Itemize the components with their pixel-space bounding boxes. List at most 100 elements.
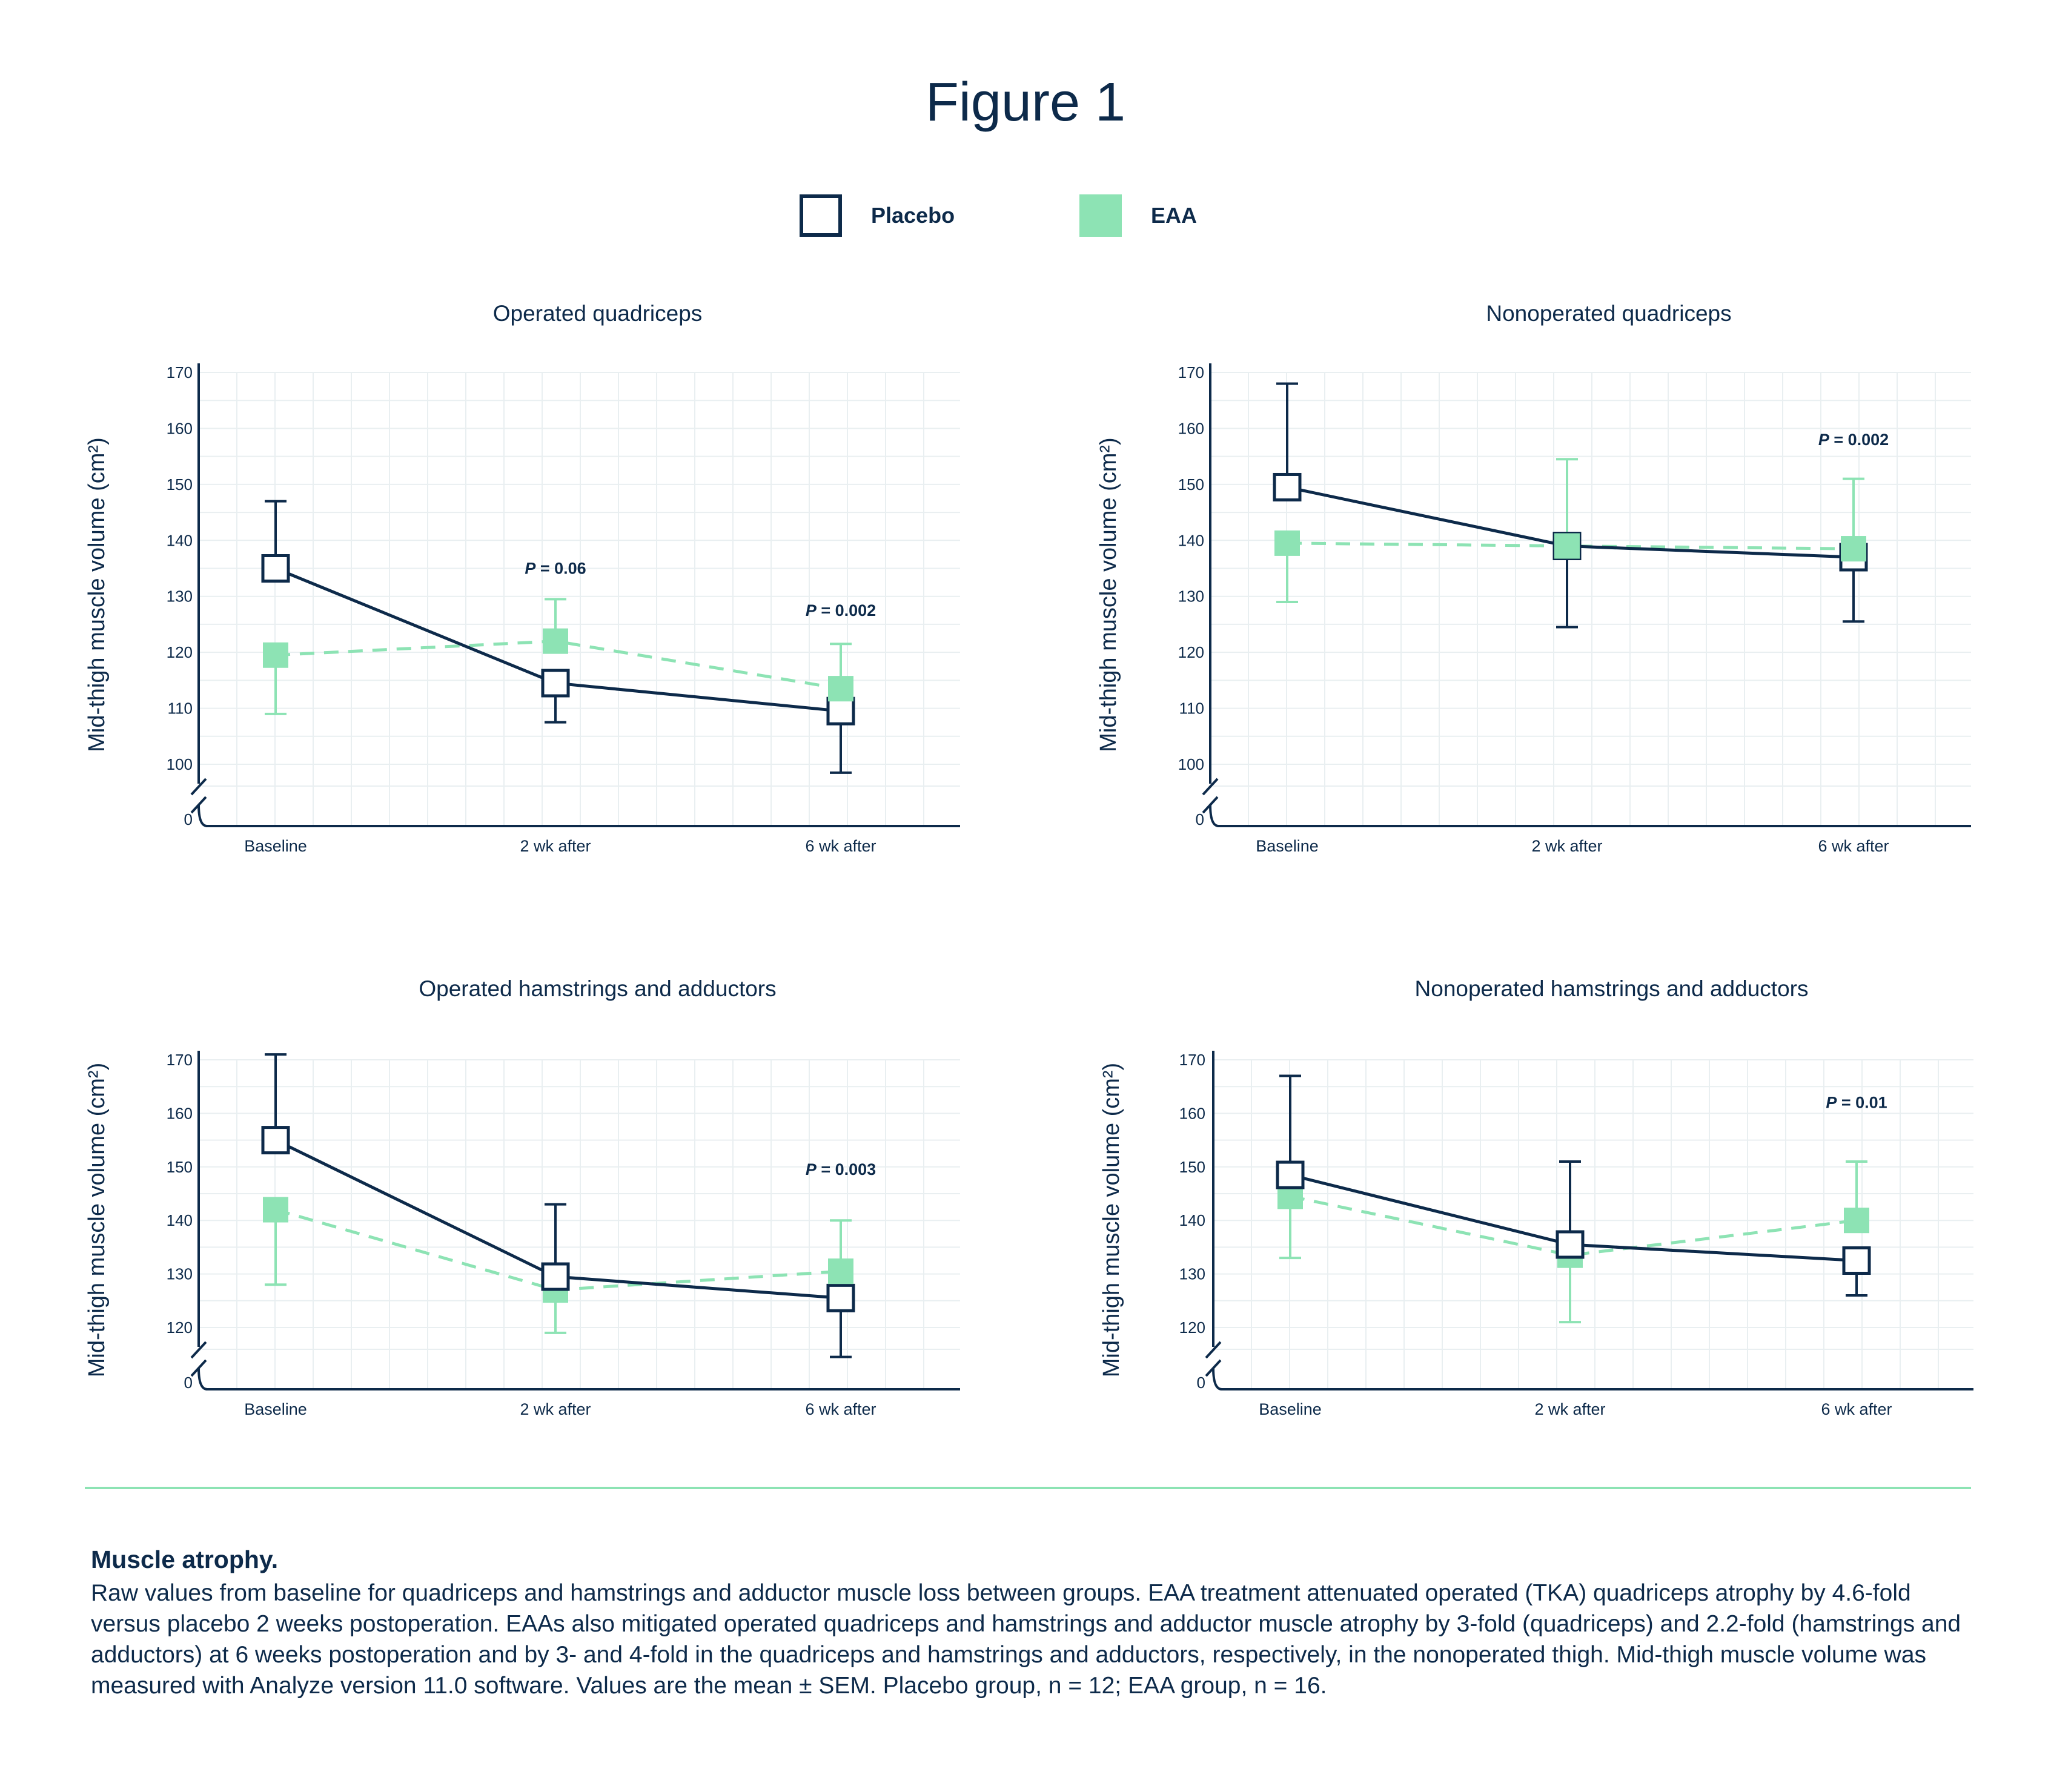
y-tick-label: 130 bbox=[1178, 587, 1204, 606]
y-tick-label: 140 bbox=[167, 1211, 193, 1229]
eaa-marker bbox=[543, 628, 568, 654]
y-tick-label: 150 bbox=[167, 475, 193, 494]
y-tick-label: 170 bbox=[1179, 1051, 1205, 1069]
y-tick-label: 140 bbox=[1178, 531, 1204, 549]
eaa-swatch-icon bbox=[1079, 194, 1122, 237]
eaa-marker bbox=[1274, 530, 1300, 556]
axis-break-mark bbox=[190, 778, 207, 796]
p-value-annotation: P = 0.003 bbox=[806, 1160, 876, 1179]
y-tick-label: 150 bbox=[167, 1158, 193, 1176]
chart-title: Nonoperated hamstrings and adductors bbox=[1415, 976, 1809, 1001]
y-tick-label-zero: 0 bbox=[184, 1374, 193, 1392]
eaa-marker bbox=[1841, 536, 1866, 562]
y-axis-lower bbox=[1209, 804, 1219, 827]
p-value-annotation: P = 0.01 bbox=[1826, 1094, 1887, 1112]
eaa-marker bbox=[828, 1258, 853, 1284]
p-value-text: = 0.002 bbox=[1829, 431, 1889, 449]
placebo-marker bbox=[541, 669, 570, 698]
legend-item-eaa: EAA bbox=[1079, 191, 1197, 240]
caption: Muscle atrophy. Raw values from baseline… bbox=[91, 1544, 1975, 1701]
eaa-marker bbox=[263, 1197, 288, 1223]
y-tick-label: 100 bbox=[1178, 755, 1204, 773]
y-tick-label: 120 bbox=[1178, 643, 1204, 661]
legend-label-eaa: EAA bbox=[1151, 203, 1198, 228]
x-tick-label: 2 wk after bbox=[520, 1400, 591, 1418]
y-tick-label-zero: 0 bbox=[1196, 810, 1204, 828]
y-tick-label: 120 bbox=[1179, 1318, 1205, 1337]
axis-break-mark bbox=[1205, 1341, 1222, 1359]
chart-panel-1: Operated quadriceps 100 110 120 130 140 150 160… bbox=[84, 301, 960, 855]
x-tick-label: Baseline bbox=[1256, 837, 1319, 855]
charts-area: Operated quadriceps 100 110 120 130 140 150 160… bbox=[84, 301, 1973, 1418]
placebo-marker bbox=[1842, 1246, 1871, 1275]
y-tick-label: 100 bbox=[167, 755, 193, 773]
p-value-annotation: P = 0.06 bbox=[525, 560, 586, 578]
y-tick-label: 110 bbox=[1179, 699, 1204, 718]
eaa-marker bbox=[263, 642, 288, 668]
eaa-marker bbox=[828, 676, 853, 702]
eaa-marker bbox=[1554, 533, 1580, 559]
chart-title: Operated hamstrings and adductors bbox=[419, 976, 776, 1001]
legend-label-placebo: Placebo bbox=[871, 203, 955, 228]
y-tick-label: 170 bbox=[167, 1051, 193, 1069]
p-value-text: = 0.003 bbox=[817, 1160, 876, 1179]
y-tick-label: 160 bbox=[1179, 1104, 1205, 1122]
x-tick-label: Baseline bbox=[244, 837, 307, 855]
p-value-prefix: P bbox=[525, 560, 536, 578]
y-tick-label: 120 bbox=[167, 643, 193, 661]
y-tick-label: 150 bbox=[1179, 1158, 1205, 1176]
y-axis-lower bbox=[197, 1367, 208, 1390]
x-tick-label: Baseline bbox=[244, 1400, 307, 1418]
x-tick-label: 2 wk after bbox=[520, 837, 591, 855]
placebo-marker bbox=[826, 696, 855, 726]
p-value-annotation: P = 0.002 bbox=[806, 601, 876, 620]
p-value-text: = 0.06 bbox=[535, 560, 586, 578]
y-tick-label: 130 bbox=[167, 1265, 193, 1283]
p-value-prefix: P bbox=[806, 1160, 817, 1179]
chart-title: Nonoperated quadriceps bbox=[1486, 301, 1731, 326]
p-value-text: = 0.01 bbox=[1837, 1094, 1887, 1112]
y-axis-lower bbox=[1212, 1367, 1222, 1390]
p-value-prefix: P bbox=[1826, 1094, 1837, 1112]
y-tick-label: 140 bbox=[1179, 1211, 1205, 1229]
y-tick-label: 160 bbox=[1178, 419, 1204, 437]
y-tick-label: 130 bbox=[1179, 1265, 1205, 1283]
placebo-marker bbox=[261, 554, 290, 583]
caption-text: Raw values from baseline for quadriceps … bbox=[91, 1580, 1961, 1699]
y-tick-label: 170 bbox=[1178, 363, 1204, 382]
placebo-marker bbox=[541, 1262, 570, 1291]
legend: Placebo EAA bbox=[800, 191, 1260, 240]
placebo-marker bbox=[1273, 472, 1302, 501]
p-value-annotation: P = 0.002 bbox=[1818, 431, 1889, 449]
legend-item-placebo: Placebo bbox=[800, 191, 955, 240]
y-tick-label-zero: 0 bbox=[184, 810, 193, 828]
y-tick-label: 110 bbox=[168, 699, 193, 718]
axis-break-mark bbox=[190, 1341, 207, 1359]
grid bbox=[199, 372, 960, 826]
eaa-marker bbox=[1844, 1208, 1869, 1234]
y-tick-label: 170 bbox=[167, 363, 193, 382]
x-tick-label: 6 wk after bbox=[805, 837, 876, 855]
placebo-marker bbox=[261, 1126, 290, 1155]
placebo-swatch-icon bbox=[800, 194, 842, 237]
y-axis-lower bbox=[197, 804, 208, 827]
placebo-marker bbox=[826, 1283, 855, 1312]
y-tick-label: 130 bbox=[167, 587, 193, 606]
p-value-prefix: P bbox=[806, 601, 817, 620]
caption-title: Muscle atrophy. bbox=[91, 1546, 279, 1573]
x-tick-label: 2 wk after bbox=[1531, 837, 1602, 855]
y-axis-label: Mid-thigh muscle volume (cm²) bbox=[84, 1063, 110, 1377]
p-value-prefix: P bbox=[1818, 431, 1830, 449]
x-tick-label: 6 wk after bbox=[805, 1400, 876, 1418]
y-tick-label: 160 bbox=[167, 1104, 193, 1122]
grid bbox=[199, 1059, 960, 1389]
x-tick-label: 2 wk after bbox=[1534, 1400, 1605, 1418]
y-tick-label-zero: 0 bbox=[1197, 1374, 1205, 1392]
divider bbox=[85, 1487, 1971, 1489]
axis-break-mark bbox=[1202, 778, 1219, 796]
x-tick-label: 6 wk after bbox=[1821, 1400, 1892, 1418]
chart-title: Operated quadriceps bbox=[493, 301, 703, 326]
y-axis-label: Mid-thigh muscle volume (cm²) bbox=[84, 437, 110, 752]
placebo-marker bbox=[1276, 1160, 1305, 1189]
grid bbox=[1210, 372, 1971, 826]
